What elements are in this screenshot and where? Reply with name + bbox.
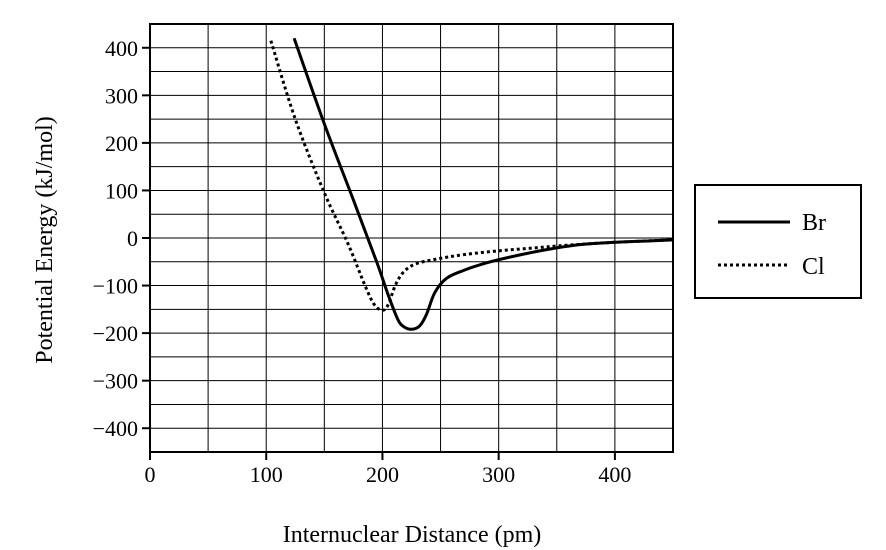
y-tick-label: −400 bbox=[93, 416, 138, 441]
x-tick-label: 100 bbox=[250, 462, 283, 487]
legend-label-br: Br bbox=[802, 210, 826, 236]
y-tick-label: 0 bbox=[127, 226, 138, 251]
series-lines bbox=[269, 37, 674, 331]
x-tick-label: 0 bbox=[145, 462, 156, 487]
y-tick-label: −300 bbox=[93, 369, 138, 394]
y-tick-label: 100 bbox=[105, 178, 138, 203]
x-tick-label: 300 bbox=[482, 462, 515, 487]
y-tick-label: 200 bbox=[105, 131, 138, 156]
series-line-cl bbox=[269, 40, 674, 312]
legend-box bbox=[694, 184, 862, 299]
y-tick-label: −200 bbox=[93, 321, 138, 346]
y-tick-label: 400 bbox=[105, 36, 138, 61]
x-tick-label: 400 bbox=[598, 462, 631, 487]
y-tick-label: −100 bbox=[93, 274, 138, 299]
legend: Br Cl bbox=[694, 184, 862, 299]
axis-ticks: 0 100 200 300 400 −400 −300 −200 −100 0 100 200 300 4… bbox=[93, 36, 632, 487]
grid-lines bbox=[150, 24, 673, 452]
y-tick-label: 300 bbox=[105, 83, 138, 108]
x-tick-label: 200 bbox=[366, 462, 399, 487]
y-axis-label: Potential Energy (kJ/mol) bbox=[32, 116, 58, 364]
legend-label-cl: Cl bbox=[802, 254, 825, 280]
x-axis-label: Internuclear Distance (pm) bbox=[283, 522, 542, 548]
